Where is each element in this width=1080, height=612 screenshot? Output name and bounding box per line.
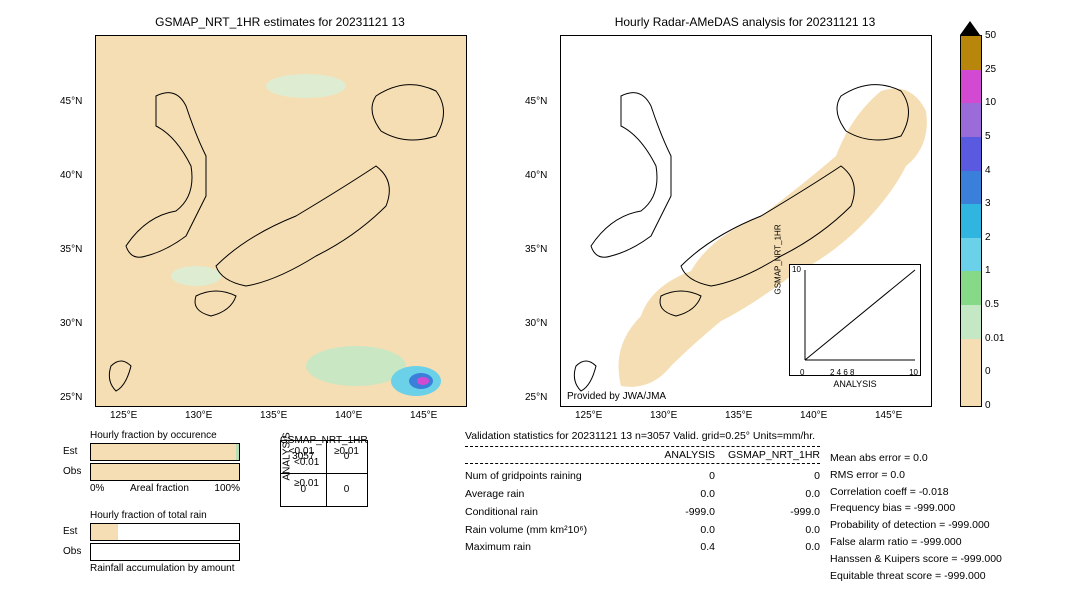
rainfrac-obs-bar: Obs xyxy=(90,543,240,561)
stats-row: False alarm ratio = -999.000 xyxy=(830,534,1002,551)
validation-row: Num of gridpoints raining00 xyxy=(465,468,820,486)
validation-row: Conditional rain-999.0-999.0 xyxy=(465,504,820,522)
occurrence-panel: Hourly fraction by occurence Est Obs 0% … xyxy=(90,430,240,494)
colorbar-seg xyxy=(961,36,981,70)
map1-xtick-1: 130°E xyxy=(185,410,212,421)
map1-xtick-3: 140°E xyxy=(335,410,362,421)
colorbar-seg xyxy=(961,103,981,137)
stats-row: RMS error = 0.0 xyxy=(830,467,1002,484)
occurrence-est-bar: Est xyxy=(90,443,240,461)
map2-xtick-2: 135°E xyxy=(725,410,752,421)
occurrence-title: Hourly fraction by occurence xyxy=(90,430,240,441)
validation-row: Rain volume (mm km²10⁶)0.00.0 xyxy=(465,522,820,540)
colorbar-label: 5 xyxy=(985,131,991,142)
root: GSMAP_NRT_1HR estimates for 20231121 13 … xyxy=(0,0,1080,612)
map1-ytick-4: 45°N xyxy=(60,96,82,107)
colorbar-label: 1 xyxy=(985,265,991,276)
map1-title: GSMAP_NRT_1HR estimates for 20231121 13 xyxy=(95,15,465,29)
inset-ylabel: GSMAP_NRT_1HR xyxy=(774,224,783,294)
colorbar-label: 0 xyxy=(985,366,991,377)
map2-xtick-1: 130°E xyxy=(650,410,677,421)
stats-row: Correlation coeff = -0.018 xyxy=(830,484,1002,501)
map1-ytick-1: 30°N xyxy=(60,318,82,329)
colorbar-seg xyxy=(961,171,981,205)
rainfrac-title: Hourly fraction of total rain xyxy=(90,510,240,521)
colorbar-label: 50 xyxy=(985,30,996,41)
map2-xtick-3: 140°E xyxy=(800,410,827,421)
colorbar-label: 10 xyxy=(985,97,996,108)
rainfrac-panel: Hourly fraction of total rain Est Obs Ra… xyxy=(90,510,240,574)
stats-row: Hanssen & Kuipers score = -999.000 xyxy=(830,551,1002,568)
map1-panel xyxy=(95,35,467,407)
colorbar-label: 4 xyxy=(985,165,991,176)
validation-row: Maximum rain0.40.0 xyxy=(465,539,820,557)
map2-ytick-4: 45°N xyxy=(525,96,547,107)
map2-ytick-0: 25°N xyxy=(525,392,547,403)
map1-ytick-3: 40°N xyxy=(60,170,82,181)
stats-row: Mean abs error = 0.0 xyxy=(830,450,1002,467)
map1-xtick-0: 125°E xyxy=(110,410,137,421)
stats-row: Frequency bias = -999.000 xyxy=(830,500,1002,517)
colorbar-seg xyxy=(961,305,981,339)
colorbar-seg xyxy=(961,137,981,171)
map2-xtick-4: 145°E xyxy=(875,410,902,421)
colorbar-seg xyxy=(961,238,981,272)
rainfrac-est-bar: Est xyxy=(90,523,240,541)
colorbar-seg xyxy=(961,204,981,238)
colorbar-label: 2 xyxy=(985,232,991,243)
colorbar-label: 3 xyxy=(985,198,991,209)
validation-panel: Validation statistics for 20231121 13 n=… xyxy=(465,430,820,557)
stats-row: Equitable threat score = -999.000 xyxy=(830,568,1002,585)
contingency-panel: GSMAP_NRT_1HR <0.01 ≥0.01 ANALYSIS <0.01… xyxy=(280,435,368,489)
contingency-table: 30570 00 xyxy=(280,440,368,507)
inset-scatter: ANALYSIS GSMAP_NRT_1HR 0 10 10 2 4 6 8 xyxy=(789,264,921,376)
inset-xlabel: ANALYSIS xyxy=(790,379,920,389)
validation-title: Validation statistics for 20231121 13 n=… xyxy=(465,430,820,442)
map2-ytick-1: 30°N xyxy=(525,318,547,329)
map2-xtick-0: 125°E xyxy=(575,410,602,421)
map1-xtick-2: 135°E xyxy=(260,410,287,421)
colorbar-label: 0.5 xyxy=(985,299,999,310)
map2-ytick-3: 40°N xyxy=(525,170,547,181)
colorbar-label: 0.01 xyxy=(985,333,1004,344)
colorbar-label: 25 xyxy=(985,64,996,75)
colorbar-triangle xyxy=(960,21,980,35)
map1-ytick-0: 25°N xyxy=(60,392,82,403)
provided-by-label: Provided by JWA/JMA xyxy=(567,391,666,402)
map2-panel: Provided by JWA/JMA ANALYSIS GSMAP_NRT_1… xyxy=(560,35,932,407)
occurrence-obs-bar: Obs xyxy=(90,463,240,481)
rainfrac-bottom-label: Rainfall accumulation by amount xyxy=(90,563,240,574)
colorbar-seg xyxy=(961,70,981,104)
map2-ytick-2: 35°N xyxy=(525,244,547,255)
colorbar: 502510543210.50.0100 xyxy=(960,35,980,405)
colorbar-seg xyxy=(961,339,981,373)
map1-ytick-2: 35°N xyxy=(60,244,82,255)
colorbar-seg xyxy=(961,372,981,406)
colorbar-seg xyxy=(961,271,981,305)
stats-row: Probability of detection = -999.000 xyxy=(830,517,1002,534)
map1-xtick-4: 145°E xyxy=(410,410,437,421)
stats-list: Mean abs error = 0.0RMS error = 0.0Corre… xyxy=(830,450,1002,584)
map2-title: Hourly Radar-AMeDAS analysis for 2023112… xyxy=(560,15,930,29)
validation-row: Average rain0.00.0 xyxy=(465,486,820,504)
